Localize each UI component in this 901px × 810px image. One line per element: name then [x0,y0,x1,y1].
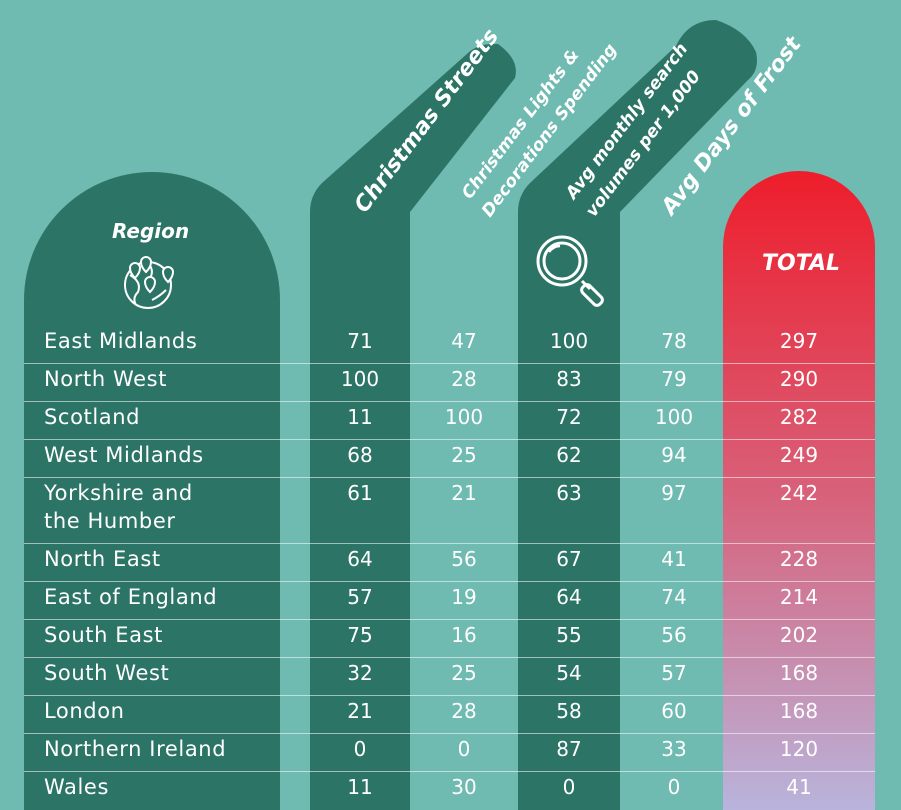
region-label: South East [44,623,164,647]
lights-value: 100 [444,405,484,429]
total-value: 168 [779,661,819,685]
streets-value: 71 [347,329,373,353]
lights-value: 21 [451,481,477,505]
lights-value: 28 [451,699,477,723]
lights-value: 56 [451,547,477,571]
frost-value: 0 [667,775,681,799]
total-column [723,171,875,810]
search-value: 87 [556,737,582,761]
total-value: 249 [779,443,819,467]
region-column [24,172,280,810]
row-separator [24,581,875,582]
frost-value: 100 [654,405,694,429]
streets-value: 64 [347,547,373,571]
region-label: North West [44,367,168,391]
search-value: 62 [556,443,582,467]
search-value: 55 [556,623,582,647]
region-label: West Midlands [44,443,204,467]
row-separator [24,439,875,440]
frost-value: 74 [661,585,687,609]
total-value: 282 [779,405,819,429]
total-header: TOTAL [762,251,840,276]
lights-value: 0 [457,737,471,761]
frost-value: 60 [661,699,687,723]
search-value: 72 [556,405,582,429]
region-label: Wales [44,775,109,799]
search-value: 100 [549,329,589,353]
lights-value: 28 [451,367,477,391]
frost-value: 79 [661,367,687,391]
lights-value: 25 [451,661,477,685]
total-value: 41 [786,775,812,799]
region-label: Northern Ireland [44,737,227,761]
streets-value: 11 [347,405,373,429]
region-label: North East [44,547,161,571]
lights-value: 16 [451,623,477,647]
total-value: 202 [779,623,819,647]
region-label: the Humber [44,509,176,533]
total-value: 228 [779,547,819,571]
streets-value: 11 [347,775,373,799]
lights-value: 47 [451,329,477,353]
row-separator [24,771,875,772]
streets-value: 32 [347,661,373,685]
row-separator [24,477,875,478]
region-label: East of England [44,585,218,609]
row-separator [24,401,875,402]
streets-value: 61 [347,481,373,505]
search-value: 64 [556,585,582,609]
total-value: 168 [779,699,819,723]
frost-value: 97 [661,481,687,505]
region-label: East Midlands [44,329,198,353]
lights-value: 19 [451,585,477,609]
search-value: 63 [556,481,582,505]
row-separator [24,695,875,696]
total-value: 242 [779,481,819,505]
frost-value: 56 [661,623,687,647]
streets-value: 21 [347,699,373,723]
streets-value: 100 [340,367,380,391]
search-value: 58 [556,699,582,723]
row-separator [24,733,875,734]
search-column [518,20,757,810]
frost-value: 94 [661,443,687,467]
frost-value: 78 [661,329,687,353]
streets-value: 68 [347,443,373,467]
search-value: 83 [556,367,582,391]
total-value: 120 [779,737,819,761]
region-label: Scotland [44,405,141,429]
magnifier-icon [536,235,604,307]
frost-value: 41 [661,547,687,571]
region-header: Region [112,219,189,243]
frost-value: 57 [661,661,687,685]
streets-column [310,44,516,810]
total-value: 290 [779,367,819,391]
streets-value: 57 [347,585,373,609]
row-separator [24,619,875,620]
lights-value: 25 [451,443,477,467]
lights-value: 30 [451,775,477,799]
search-value: 0 [562,775,576,799]
search-value: 54 [556,661,582,685]
frost-value: 33 [661,737,687,761]
streets-value: 75 [347,623,373,647]
row-separator [24,657,875,658]
region-label: Yorkshire and [44,481,193,505]
total-value: 214 [779,585,819,609]
search-value: 67 [556,547,582,571]
region-label: South West [44,661,170,685]
row-separator [24,543,875,544]
region-label: London [44,699,125,723]
streets-value: 0 [353,737,367,761]
globe-pins-icon [124,256,175,309]
row-separator [24,363,875,364]
total-value: 297 [779,329,819,353]
